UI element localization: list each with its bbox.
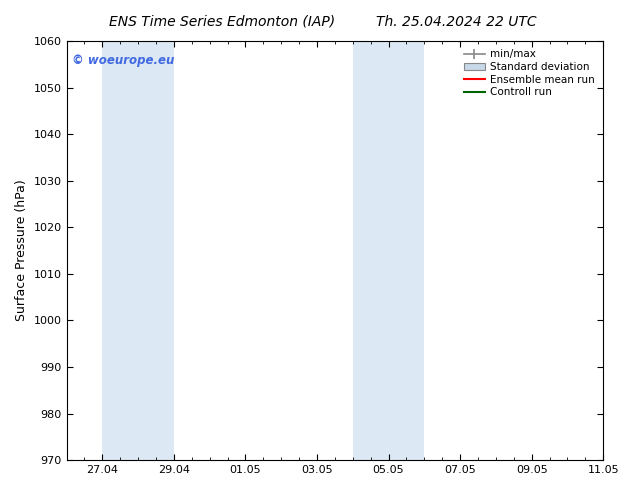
Bar (353, 41, 424, 460)
Text: ENS Time Series Edmonton (IAP): ENS Time Series Edmonton (IAP) (109, 15, 335, 29)
Text: © woeurope.eu: © woeurope.eu (72, 53, 174, 67)
Bar (102, 41, 174, 460)
Y-axis label: Surface Pressure (hPa): Surface Pressure (hPa) (15, 180, 28, 321)
Bar (603, 41, 634, 460)
Text: Th. 25.04.2024 22 UTC: Th. 25.04.2024 22 UTC (376, 15, 537, 29)
Legend: min/max, Standard deviation, Ensemble mean run, Controll run: min/max, Standard deviation, Ensemble me… (461, 46, 598, 100)
